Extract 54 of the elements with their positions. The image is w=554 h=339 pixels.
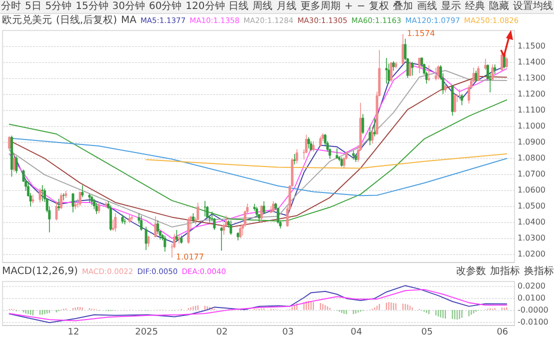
y-tick-label: 1.0200 <box>518 250 546 258</box>
text: 日线 <box>228 0 249 13</box>
text: 更多周期 <box>300 0 341 13</box>
x-tick-label: 03 <box>282 328 294 338</box>
text: + <box>344 0 353 13</box>
text: 改参数 <box>456 265 486 278</box>
text: 5日 <box>24 0 42 13</box>
text: 月线 <box>276 0 297 13</box>
text: − <box>356 0 366 13</box>
y-tick-label: 1.1100 <box>518 106 546 114</box>
chart-title: 欧元兑美元 <box>2 14 52 27</box>
y-tick-label: 1.1400 <box>518 58 546 66</box>
chart-title: MACD(12,26,9) <box>2 265 78 278</box>
y-tick-label: 1.0400 <box>518 218 546 226</box>
y-tick-label: 1.0500 <box>518 202 546 210</box>
y-tick-label: 1.0800 <box>518 154 546 162</box>
y-tick-label: -0.0100 <box>518 317 548 326</box>
text: 复权 <box>369 0 390 13</box>
text: 换指标 <box>524 265 554 278</box>
annotation: 1.1574 <box>406 29 435 38</box>
x-tick-label: 04 <box>350 328 362 338</box>
text: 画线 <box>417 0 438 13</box>
y-tick-label: 1.1200 <box>518 90 546 98</box>
y-tick-label: 1.1300 <box>518 74 546 82</box>
y-tick-label: 0.0200 <box>518 281 546 290</box>
x-tick-label: 12 <box>68 328 80 338</box>
y-tick-label: 1.0900 <box>518 138 546 146</box>
text: 分时 <box>1 0 21 13</box>
text: 30分钟 <box>112 0 146 13</box>
y-tick-label: -0.0000 <box>518 305 548 314</box>
text: 5分钟 <box>45 0 72 13</box>
x-tick-label: 06 <box>496 328 508 338</box>
x-tick-label: 02 <box>216 328 228 338</box>
text: 设置均线 <box>512 0 553 13</box>
text: 显示 <box>441 0 462 13</box>
x-tick-label: 2025 <box>135 328 158 338</box>
y-tick-label: 1.1000 <box>518 122 546 130</box>
text: 经典 <box>465 0 486 13</box>
text: 隐藏 <box>488 0 509 13</box>
annotation: 1.0177 <box>176 252 204 262</box>
y-tick-label: 1.0700 <box>518 170 546 178</box>
text: 加指标 <box>490 265 520 278</box>
text: 周线 <box>252 0 273 13</box>
x-tick-label: 05 <box>421 328 433 338</box>
legend-title: MA <box>120 14 136 27</box>
y-tick-label: 1.0300 <box>518 234 546 242</box>
text: 120分钟 <box>186 0 225 13</box>
text: 叠加 <box>393 0 414 13</box>
y-tick-label: 1.1500 <box>518 42 546 50</box>
chart-subtitle: (日线,后复权) <box>56 14 117 27</box>
text: 60分钟 <box>148 0 182 13</box>
y-tick-label: 0.0100 <box>518 293 546 302</box>
y-tick-label: 1.0600 <box>518 186 546 194</box>
text: 15分钟 <box>76 0 108 13</box>
